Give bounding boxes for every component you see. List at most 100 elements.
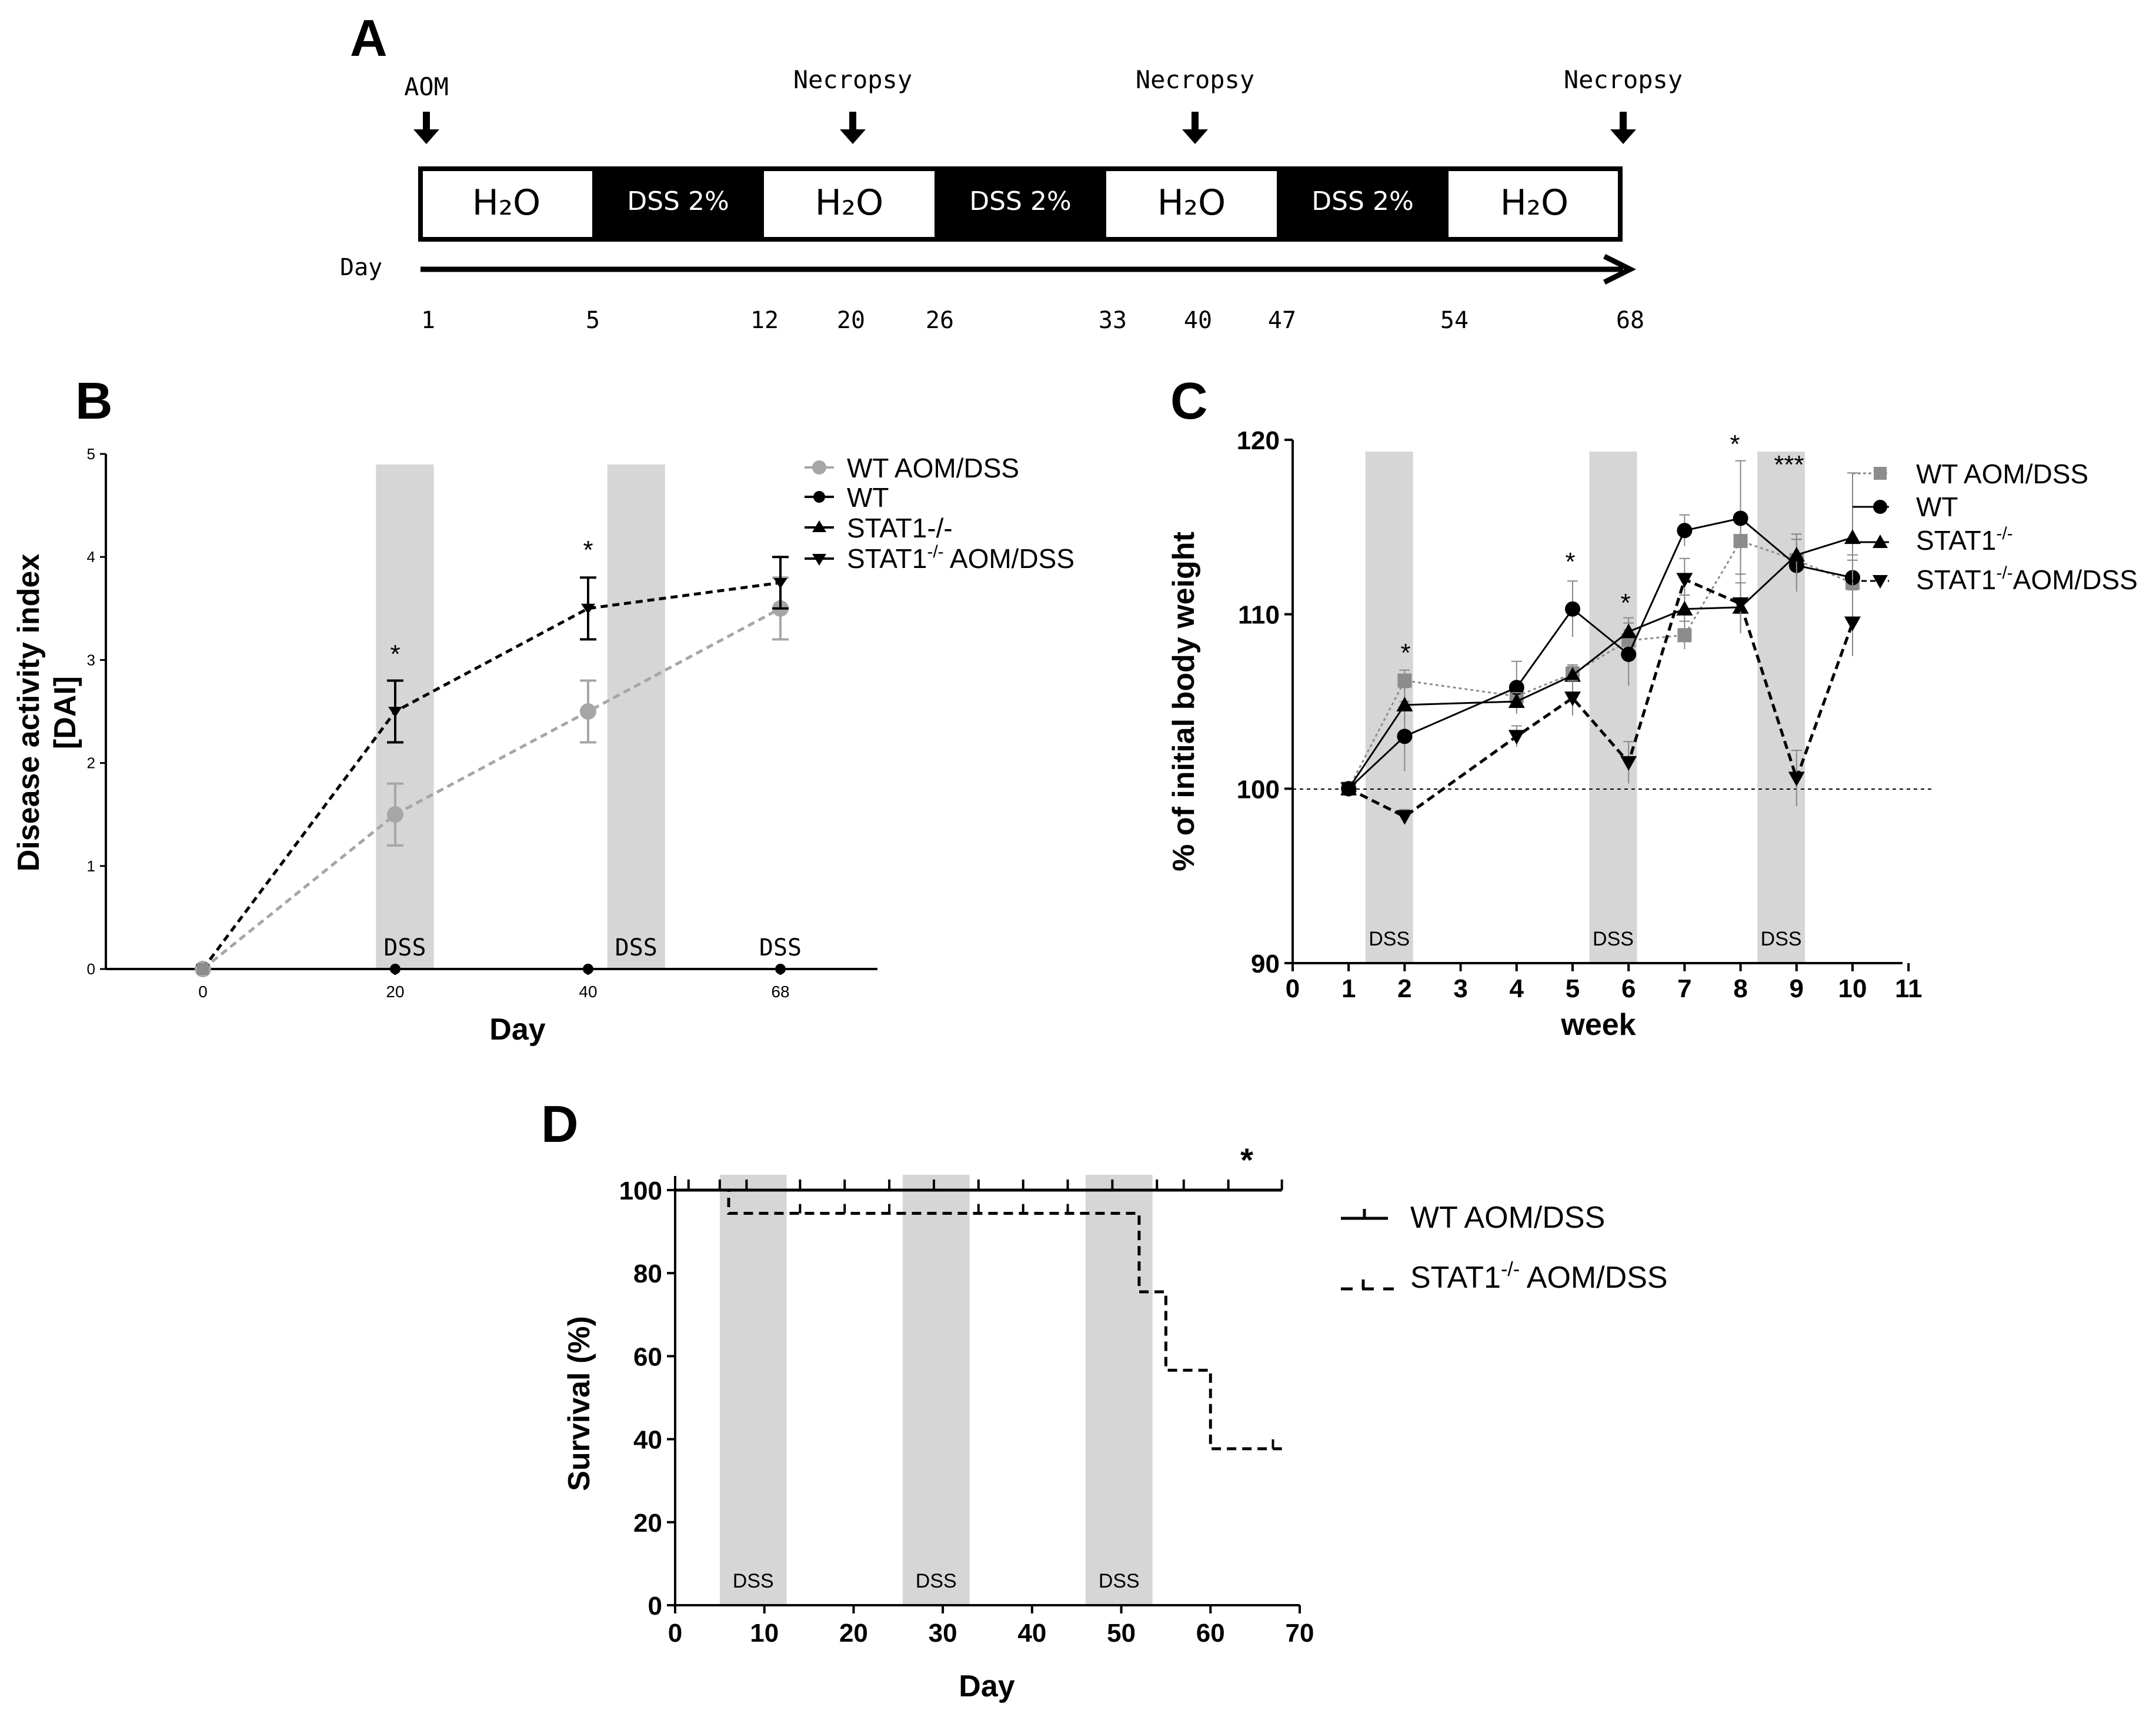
x-tick-label-8: 8	[1733, 974, 1747, 1003]
y-tick-label-0: 0	[648, 1592, 662, 1621]
x-tick-label-70: 70	[1286, 1619, 1314, 1648]
y-tick-label-2: 2	[87, 754, 95, 772]
data-point-2	[1396, 696, 1413, 711]
significance-marker-1: *	[390, 640, 400, 669]
panel-a: A AOM Necropsy Necropsy Necropsy H₂O DSS …	[340, 9, 1683, 334]
data-point-3	[1508, 730, 1525, 745]
timeline-arrowhead	[1603, 253, 1637, 285]
down-arrow-icon-1	[413, 129, 439, 144]
dss-shades: DSS DSS DSS	[1365, 452, 1805, 963]
day-tick-54: 54	[1440, 307, 1469, 334]
x-tick-label-68: 68	[771, 983, 789, 1001]
legend-label-wt-aom: WT AOM/DSS	[1916, 459, 2088, 489]
data-point-9	[1844, 616, 1861, 632]
legend-marker-wt-aom	[1874, 467, 1887, 480]
legend-label-wt-aom: WT AOM/DSS	[847, 453, 1019, 483]
x-tick-label-40: 40	[1017, 1619, 1046, 1648]
x-tick-label-0: 0	[668, 1619, 682, 1648]
y-tick-label-80: 80	[633, 1259, 662, 1288]
dss-shade-label-1: DSS	[383, 934, 426, 961]
series-line	[201, 581, 781, 970]
y-axis-title-line1: Disease activity index	[12, 554, 46, 872]
segment-label-6: DSS 2%	[1311, 186, 1414, 216]
x-tick-label-4: 4	[1510, 974, 1524, 1003]
data-point-2	[388, 707, 402, 717]
x-ticks: 0 20 40 68	[198, 969, 790, 1001]
day-tick-20: 20	[837, 307, 865, 334]
y-tick-label-120: 120	[1237, 426, 1280, 455]
data-point-4	[1564, 691, 1581, 707]
data-point-2	[1397, 729, 1413, 744]
dss-shade-2	[607, 465, 665, 969]
data-point-4	[1564, 667, 1581, 682]
segment-label-5: H₂O	[1157, 182, 1226, 223]
dss-shade-1	[376, 465, 434, 969]
data-point-6	[1676, 600, 1693, 616]
dss-shade-label-2: DSS	[615, 934, 658, 961]
x-tick-label-60: 60	[1196, 1619, 1225, 1648]
legend: WT AOM/DSS STAT1-/- AOM/DSS	[1341, 1201, 1668, 1295]
legend-marker-stat-aom	[1873, 575, 1888, 589]
legend-label-stat-aom: STAT1-/- AOM/DSS	[1410, 1258, 1668, 1295]
y-tick-label-0: 0	[87, 960, 95, 978]
day-tick-1: 1	[421, 307, 435, 334]
significance-marker-wk2: *	[1400, 639, 1410, 667]
dss-shade-label-3: DSS	[1761, 928, 1802, 950]
data-point-2	[1397, 673, 1412, 688]
dss-shade-2	[1589, 452, 1637, 963]
dss-shade-label-2: DSS	[1593, 928, 1634, 950]
y-axis-title: % of initial body weight	[1167, 532, 1201, 871]
data-point-2	[390, 964, 401, 974]
legend-label-stat-aom: STAT1-/- AOM/DSS	[847, 542, 1074, 574]
significance-marker-wk6: *	[1620, 589, 1630, 617]
series	[675, 1180, 1283, 1451]
segment-label-1: H₂O	[472, 182, 540, 223]
y-axis-title: Survival (%)	[562, 1316, 596, 1491]
segment-label-7: H₂O	[1500, 182, 1568, 223]
legend-marker-wt	[813, 491, 825, 503]
legend-marker-stat	[1873, 534, 1888, 548]
series-stat1-aom-dss	[1340, 557, 1861, 825]
segment-bar-outline	[418, 166, 1623, 242]
legend-label-stat: STAT1-/-	[1916, 524, 2013, 556]
legend-marker-stat	[812, 520, 826, 532]
segment-5	[1106, 169, 1277, 239]
segment-label-4: DSS 2%	[969, 186, 1072, 216]
panel-c: C DSS DSS DSS 90 100 110 120 0 1 2 3 4 5 6 7 8 9 10 11 w…	[1167, 372, 2138, 1042]
data-point-3	[1508, 680, 1524, 696]
segment-label-2: DSS 2%	[627, 186, 729, 216]
dss-shade-label-1: DSS	[733, 1570, 774, 1592]
x-axis-title: Day	[959, 1669, 1014, 1703]
data-point-3	[580, 703, 596, 720]
panel-b: B DSS DSS DSS 0 1 2 3 4 5 0 20 40 68 Day Disease a…	[12, 372, 1074, 1047]
series	[195, 556, 789, 977]
data-point-2	[387, 806, 403, 823]
x-tick-label-0: 0	[198, 983, 208, 1001]
panel-a-letter: A	[350, 9, 388, 67]
x-tick-label-2: 2	[1397, 974, 1411, 1003]
x-tick-label-10: 10	[750, 1619, 779, 1648]
y-tick-label-60: 60	[633, 1342, 662, 1371]
y-tick-label-90: 90	[1251, 950, 1280, 978]
x-tick-label-9: 9	[1790, 974, 1804, 1003]
day-axis-label: Day	[340, 254, 382, 281]
x-tick-label-30: 30	[929, 1619, 957, 1648]
y-tick-label-5: 5	[87, 445, 95, 463]
series-wt-aom-dss	[675, 1180, 1283, 1192]
x-tick-label-40: 40	[579, 983, 597, 1001]
data-point-3	[581, 603, 595, 614]
segment-label-3: H₂O	[815, 182, 883, 223]
legend-label-wt: WT	[1916, 492, 1958, 522]
dss-shade-label-2: DSS	[916, 1570, 957, 1592]
legend: WT AOM/DSS WT STAT1-/- STAT1-/-AOM/DSS	[1853, 459, 2138, 595]
dss-shade-label-3: DSS	[759, 934, 802, 961]
data-point-8	[1788, 771, 1805, 787]
y-ticks: 0 20 40 60 80 100	[619, 1177, 675, 1621]
y-tick-label-40: 40	[633, 1426, 662, 1455]
data-point-5	[1620, 623, 1637, 639]
data-point-4	[1565, 601, 1580, 617]
dss-shades: DSS DSS DSS	[376, 465, 802, 969]
day-tick-68: 68	[1616, 307, 1644, 334]
day-tick-33: 33	[1099, 307, 1127, 334]
segment-7	[1449, 169, 1620, 239]
